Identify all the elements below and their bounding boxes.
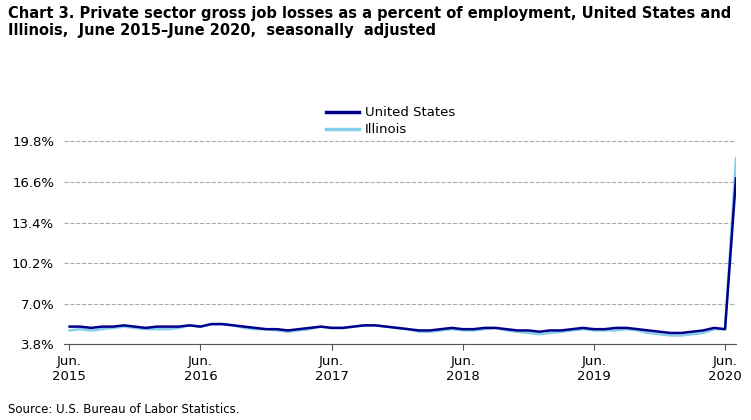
Text: Illinois,  June 2015–June 2020,  seasonally  adjusted: Illinois, June 2015–June 2020, seasonall… <box>8 23 436 38</box>
Legend: United States, Illinois: United States, Illinois <box>321 101 460 142</box>
Text: Chart 3. Private sector gross job losses as a percent of employment, United Stat: Chart 3. Private sector gross job losses… <box>8 6 731 21</box>
Text: Source: U.S. Bureau of Labor Statistics.: Source: U.S. Bureau of Labor Statistics. <box>8 403 239 416</box>
